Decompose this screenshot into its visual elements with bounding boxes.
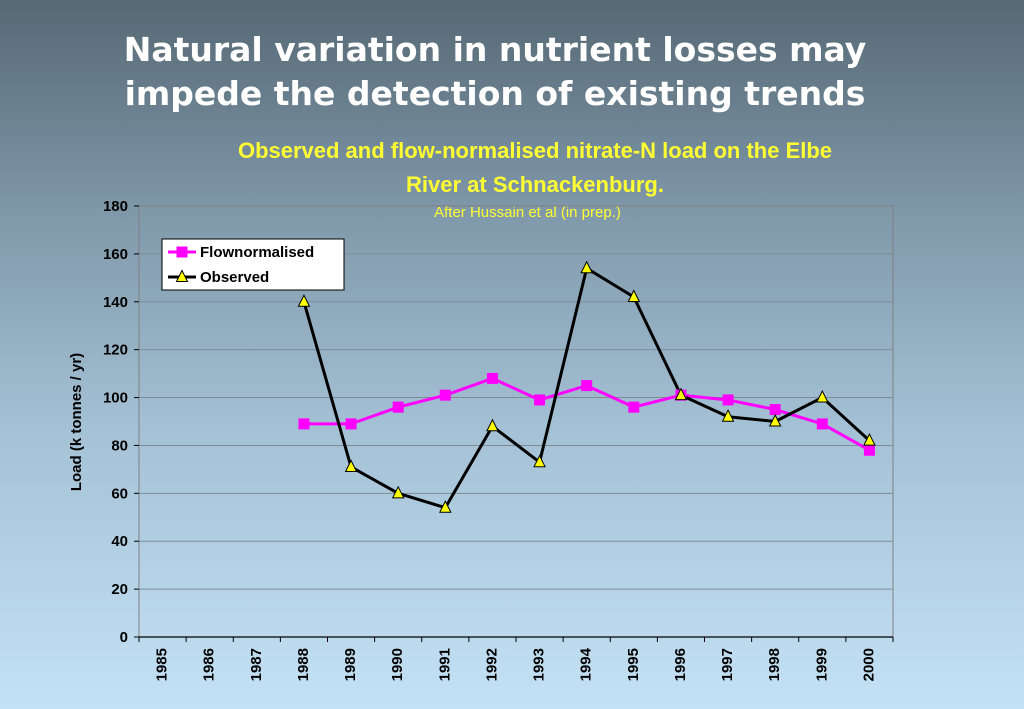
data-point — [721, 409, 735, 422]
y-tick-label: 60 — [111, 485, 128, 502]
data-point — [345, 418, 357, 430]
data-point — [533, 454, 546, 468]
x-tick-label: 1998 — [766, 648, 783, 681]
data-point — [863, 444, 875, 456]
y-tick-label: 40 — [111, 533, 128, 550]
slide-title-line-1: Natural variation in nutrient losses may — [123, 30, 867, 69]
data-point — [816, 418, 828, 430]
y-tick-label: 0 — [120, 629, 128, 646]
data-point — [344, 459, 358, 472]
data-point — [628, 401, 640, 413]
chart-subtitle: Observed and flow-normalised nitrate-N l… — [140, 134, 930, 202]
data-point — [298, 418, 310, 430]
x-tick-label: 1993 — [531, 648, 548, 681]
x-tick-label: 1986 — [201, 648, 218, 681]
axes: 0 20 40 60 80 100 120 140 160 180 1985 1986 1987 1988… — [103, 198, 894, 681]
data-point — [439, 389, 451, 401]
data-point — [722, 394, 734, 406]
y-tick-label: 140 — [103, 294, 128, 311]
x-tick-label: 1996 — [672, 648, 689, 681]
x-tick-label: 1987 — [248, 648, 265, 681]
y-tick-label: 120 — [103, 342, 128, 359]
x-tick-label: 1990 — [389, 648, 406, 681]
legend-box — [161, 238, 345, 291]
data-point — [627, 289, 641, 302]
data-point — [439, 500, 452, 513]
y-tick-label: 80 — [111, 437, 128, 454]
x-tick-label: 1999 — [813, 648, 830, 681]
legend-marker — [175, 269, 189, 282]
x-tick-label: 1991 — [436, 648, 453, 681]
chart-subtitle-line-2: River at Schnackenburg. — [406, 172, 664, 197]
source-note: After Hussain et al (in prep.) — [434, 204, 621, 221]
chart-subtitle-line-1: Observed and flow-normalised nitrate-N l… — [237, 138, 833, 163]
data-point — [580, 260, 593, 274]
y-tick-label: 100 — [103, 390, 128, 407]
data-point — [769, 404, 781, 416]
legend: Flownormalised Observed — [161, 238, 345, 291]
data-point — [486, 372, 498, 384]
y-tick-label: 20 — [111, 581, 128, 598]
x-tick-label: 2000 — [860, 648, 877, 681]
data-point — [297, 294, 311, 307]
x-tick-label: 1995 — [625, 648, 642, 681]
x-tick-label: 1988 — [295, 648, 312, 681]
legend-label: Observed — [200, 269, 269, 286]
data-point — [816, 389, 829, 403]
x-tick-label: 1985 — [154, 648, 171, 681]
slide-title: Natural variation in nutrient losses may… — [0, 28, 990, 116]
data-point — [391, 485, 405, 499]
legend-label: Flownormalised — [200, 244, 314, 261]
y-tick-label: 160 — [103, 246, 128, 263]
data-point — [768, 413, 782, 427]
series-group — [297, 260, 876, 513]
data-point — [534, 394, 546, 406]
x-tick-label: 1989 — [342, 648, 359, 681]
data-point — [863, 433, 876, 446]
x-tick-label: 1997 — [719, 648, 736, 681]
y-axis-label: Load (k tonnes / yr) — [68, 353, 85, 491]
data-point — [486, 418, 499, 432]
data-point — [392, 401, 404, 413]
data-point — [674, 387, 688, 401]
x-tick-label: 1992 — [483, 648, 500, 681]
x-tick-label: 1994 — [578, 647, 595, 681]
legend-marker — [176, 246, 188, 258]
y-tick-label: 180 — [103, 198, 128, 215]
data-point — [581, 380, 593, 392]
slide-title-line-2: impede the detection of existing trends — [124, 74, 866, 113]
